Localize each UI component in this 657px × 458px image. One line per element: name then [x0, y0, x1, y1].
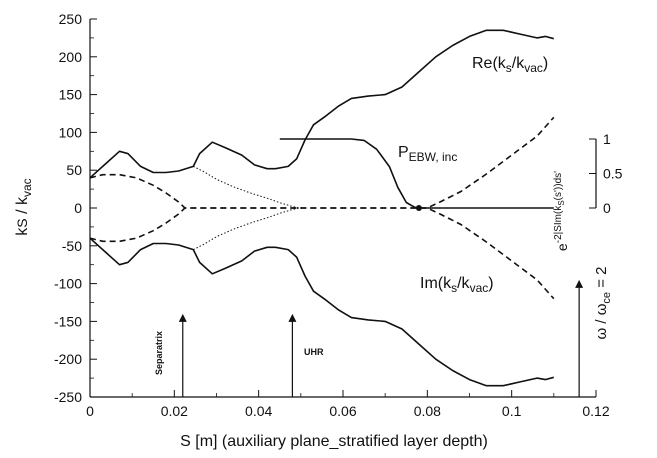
y-tick-label: 50 [66, 162, 82, 178]
right-tick-label: 0.5 [603, 166, 623, 182]
series-re-ks-kvac [89, 29, 555, 179]
arrow-separatrix-head [178, 313, 187, 322]
y-tick-label: 100 [59, 124, 83, 140]
p-ebw-label: PEBW, inc [398, 144, 457, 164]
right-tick-label: 0 [603, 200, 611, 216]
uhr-label: UHR [304, 347, 324, 357]
arrow-ce-2-head [575, 279, 584, 288]
svg-text:PEBW, inc: PEBW, inc [398, 144, 457, 164]
right-tick-label: 1 [603, 131, 611, 147]
svg-text:Im(ks/kvac): Im(ks/kvac) [420, 275, 494, 295]
series-dotted-branch-lower [193, 207, 301, 251]
x-tick-label: 0.1 [502, 403, 522, 419]
y-tick-label: 0 [74, 200, 82, 216]
y-tick-label: 250 [59, 11, 83, 27]
y-tick-label: -150 [54, 313, 82, 329]
y-tick-label: -50 [62, 238, 82, 254]
series-group [89, 29, 555, 387]
markers-group [178, 279, 584, 397]
svg-text:ω / ωce = 2: ω / ωce = 2 [593, 267, 613, 340]
re-label: Re(ks/kvac) [472, 55, 548, 75]
im-label: Im(ks/kvac) [420, 275, 494, 295]
y-tick-label: 200 [59, 49, 83, 65]
x-tick-label: 0.04 [245, 403, 272, 419]
x-tick-label: 0 [86, 403, 94, 419]
series-im-dashed-branch [89, 207, 555, 300]
svg-text:e-2|SIm(kS(s'))ds': e-2|SIm(kS(s'))ds' [553, 171, 570, 251]
right-axis-title: e-2|SIm(kS(s'))ds' [553, 171, 570, 251]
x-tick-label: 0.02 [161, 403, 188, 419]
convergence-point [415, 205, 422, 211]
series-re-dashed-branch [89, 116, 555, 209]
separatrix-label: Separatrix [154, 331, 164, 375]
x-tick-label: 0.06 [329, 403, 356, 419]
x-tick-label: 0.08 [414, 403, 441, 419]
omega-label: ω / ωce = 2 [593, 267, 613, 340]
svg-text:Re(ks/kvac): Re(ks/kvac) [472, 55, 548, 75]
y-tick-label: 150 [59, 87, 83, 103]
y-axis-title: kS / kvac [14, 178, 34, 235]
y-tick-label: -100 [54, 276, 82, 292]
x-axis-title: S [m] (auxiliary plane_stratified layer … [180, 433, 488, 450]
svg-text:kS / kvac: kS / kvac [14, 178, 34, 235]
series-im-ks-kvac [89, 237, 555, 387]
x-tick-label: 0.12 [582, 403, 609, 419]
y-tick-label: -250 [54, 389, 82, 405]
series-dotted-branch-upper [193, 165, 301, 209]
arrow-uhr-head [288, 313, 297, 322]
y-tick-label: -200 [54, 351, 82, 367]
